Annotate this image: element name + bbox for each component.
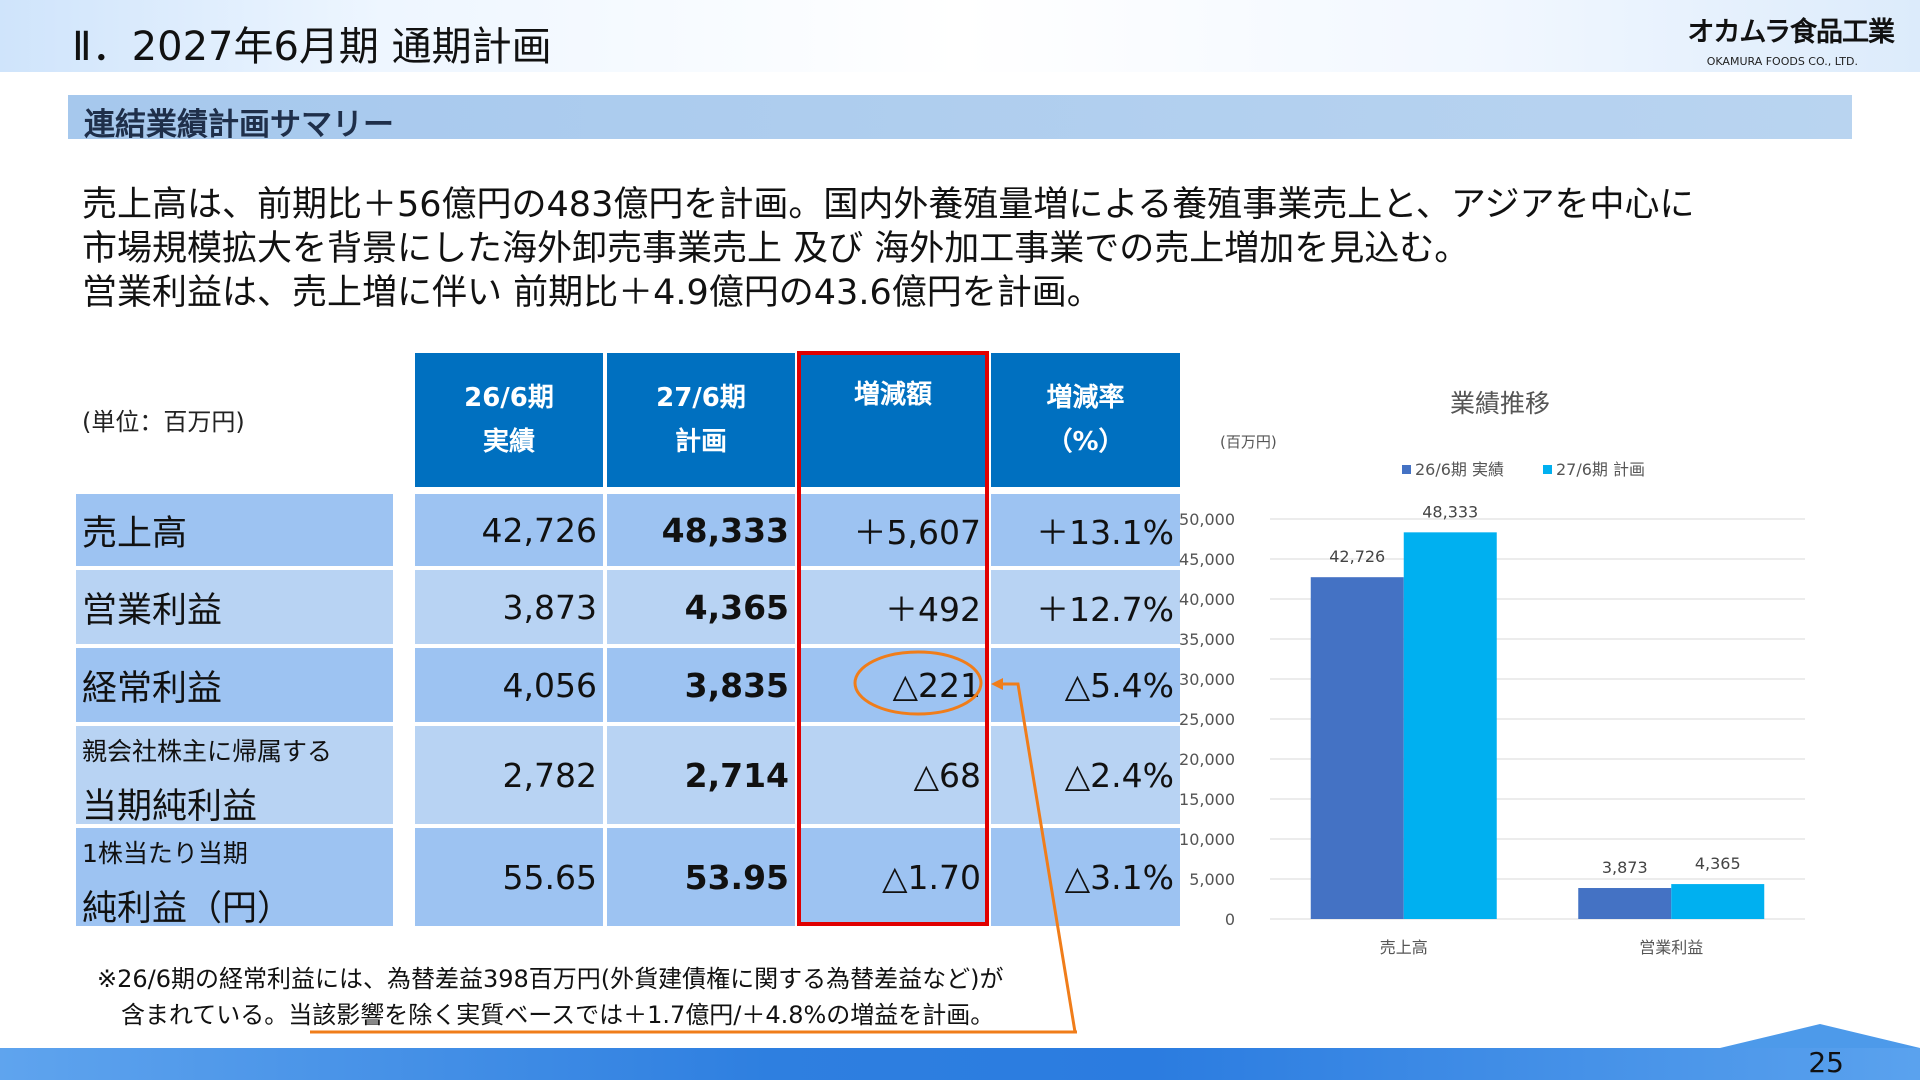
company-logo: オカムラ食品工業 OKAMURA FOODS CO., LTD. — [1654, 10, 1895, 68]
row-label-main: 純利益（円） — [82, 889, 293, 929]
y-tick-label: 40,000 — [1179, 590, 1235, 609]
y-tick-label: 20,000 — [1179, 750, 1235, 769]
footnote: ※26/6期の経常利益には、為替差益398百万円(外貨建債権に関する為替差益など… — [97, 961, 1004, 1033]
cell-op-actual: 3,873 — [415, 570, 603, 644]
header-label: 実績 — [482, 427, 535, 457]
summary-line: 売上高は、前期比＋56億円の483億円を計画。国内外養殖量増による養殖事業売上と… — [82, 185, 1695, 225]
x-tick-label: 営業利益 — [1639, 938, 1703, 957]
y-tick-label: 10,000 — [1179, 830, 1235, 849]
row-label-eps: 1株当たり当期 純利益（円） — [76, 828, 393, 929]
header-label: 増減額 — [853, 380, 932, 410]
footnote-line: ※26/6期の経常利益には、為替差益398百万円(外貨建債権に関する為替差益など… — [97, 965, 1004, 993]
chart-bar — [1671, 884, 1765, 919]
header-label: （%） — [1046, 427, 1125, 457]
cell-sales-rate: ＋13.1% — [991, 494, 1180, 566]
header-label: 計画 — [674, 427, 727, 457]
x-tick-label: 売上高 — [1380, 938, 1428, 957]
chart-title: 業績推移 — [1450, 389, 1550, 418]
summary-line: 営業利益は、売上増に伴い 前期比＋4.9億円の43.6億円を計画。 — [82, 273, 1102, 313]
cell-net-diff: △68 — [799, 726, 987, 824]
data-label: 3,873 — [1602, 858, 1648, 877]
y-tick-label: 30,000 — [1179, 670, 1235, 689]
footnote-line: 含まれている。当該影響を除く実質ベースでは＋1.7億円/＋4.8%の増益を計画。 — [97, 1001, 995, 1029]
header-actual: 26/6期 実績 — [415, 353, 603, 487]
data-label: 4,365 — [1695, 854, 1741, 873]
header-label: 26/6期 — [464, 383, 554, 413]
header-diff: 増減額 — [799, 353, 987, 487]
section-bar: 連結業績計画サマリー — [68, 95, 1852, 143]
cell-eps-diff: △1.70 — [799, 828, 987, 926]
cell-op-diff: ＋492 — [799, 570, 987, 644]
row-label-ordinary-profit: 経常利益 — [76, 648, 393, 722]
cell-net-actual: 2,782 — [415, 726, 603, 824]
y-tick-label: 0 — [1225, 910, 1235, 929]
row-label-prefix: 1株当たり当期 — [82, 839, 248, 868]
y-tick-label: 5,000 — [1189, 870, 1235, 889]
row-label-main: 当期純利益 — [82, 787, 258, 827]
y-tick-label: 45,000 — [1179, 550, 1235, 569]
cell-sales-plan: 48,333 — [607, 494, 795, 566]
chart-svg: 業績推移 (百万円) 26/6期 実績 27/6期 計画 0 5,000 10,000 15,… — [1179, 389, 1805, 957]
header-rate: 増減率 （%） — [991, 353, 1180, 487]
legend-swatch — [1402, 465, 1411, 474]
logo-text-en: OKAMURA FOODS CO., LTD. — [1706, 55, 1858, 68]
row-label-operating-profit: 営業利益 — [76, 570, 393, 644]
cell-ord-actual: 4,056 — [415, 648, 603, 722]
data-label: 42,726 — [1329, 547, 1385, 566]
cell-sales-diff: ＋5,607 — [799, 494, 987, 566]
legend-label: 26/6期 実績 — [1415, 460, 1504, 479]
chart-bar — [1578, 888, 1672, 919]
y-tick-label: 50,000 — [1179, 510, 1235, 529]
cell-sales-actual: 42,726 — [415, 494, 603, 566]
chart-unit-label: (百万円) — [1220, 433, 1277, 451]
section-title: 連結業績計画サマリー — [84, 107, 394, 143]
header-label: 増減率 — [1046, 383, 1125, 413]
page-title: Ⅱ．2027年6月期 通期計画 — [72, 24, 552, 70]
cell-eps-rate: △3.1% — [991, 828, 1180, 926]
legend-swatch — [1543, 465, 1552, 474]
cell-eps-plan: 53.95 — [607, 828, 795, 926]
summary-text: 売上高は、前期比＋56億円の483億円を計画。国内外養殖量増による養殖事業売上と… — [82, 183, 1802, 315]
summary-line: 市場規模拡大を背景にした海外卸売事業売上 及び 海外加工事業での売上増加を見込む… — [82, 229, 1470, 269]
footer-band — [0, 1048, 1920, 1080]
diff-column-highlight — [797, 351, 989, 926]
cell-op-plan: 4,365 — [607, 570, 795, 644]
logo-text-jp: オカムラ食品工業 — [1687, 17, 1895, 48]
performance-chart: 業績推移 (百万円) 26/6期 実績 27/6期 計画 0 5,000 10,000 15,… — [1170, 375, 1830, 975]
chart-bar — [1403, 532, 1497, 919]
cell-op-rate: ＋12.7% — [991, 570, 1180, 644]
legend-label: 27/6期 計画 — [1556, 460, 1645, 479]
cell-eps-actual: 55.65 — [415, 828, 603, 926]
y-tick-label: 25,000 — [1179, 710, 1235, 729]
header-plan: 27/6期 計画 — [607, 353, 795, 487]
page-number: 25 — [1808, 1046, 1844, 1079]
row-label-net-income: 親会社株主に帰属する 当期純利益 — [76, 726, 393, 827]
header-band — [0, 0, 1920, 72]
row-label-prefix: 親会社株主に帰属する — [82, 737, 333, 766]
cell-ord-plan: 3,835 — [607, 648, 795, 722]
unit-label: (単位：百万円) — [82, 408, 245, 436]
footer-triangle — [1720, 1024, 1920, 1048]
y-tick-label: 35,000 — [1179, 630, 1235, 649]
cell-net-rate: △2.4% — [991, 726, 1180, 824]
y-tick-label: 15,000 — [1179, 790, 1235, 809]
header-label: 27/6期 — [656, 383, 746, 413]
cell-ord-rate: △5.4% — [991, 648, 1180, 722]
chart-bar — [1310, 577, 1404, 919]
cell-net-plan: 2,714 — [607, 726, 795, 824]
data-label: 48,333 — [1422, 502, 1478, 521]
row-label-sales: 売上高 — [76, 494, 393, 566]
